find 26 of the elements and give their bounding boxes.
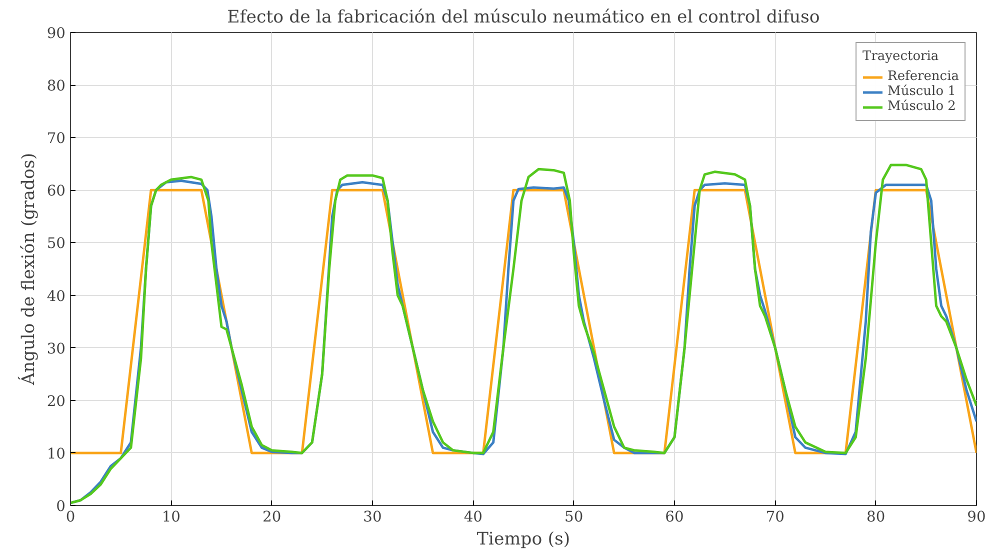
y-tick-label: 20 bbox=[46, 392, 66, 410]
legend-label: Músculo 2 bbox=[888, 99, 956, 114]
chart-title: Efecto de la fabricación del músculo neumático en el control difuso bbox=[227, 8, 820, 28]
x-tick-label: 80 bbox=[866, 508, 886, 526]
x-tick-label: 30 bbox=[363, 508, 382, 526]
y-axis-title: Ángulo de flexión (grados) bbox=[16, 152, 39, 386]
y-tick-label: 90 bbox=[46, 25, 66, 42]
x-tick-label: 20 bbox=[262, 508, 282, 526]
legend-label: Músculo 1 bbox=[888, 84, 956, 99]
x-axis-title: Tiempo (s) bbox=[476, 530, 570, 550]
y-tick-label: 60 bbox=[46, 182, 66, 200]
x-tick-label: 50 bbox=[564, 508, 584, 526]
x-tick-label: 60 bbox=[665, 508, 684, 526]
legend-title: Trayectoria bbox=[862, 49, 940, 64]
y-tick-label: 70 bbox=[46, 130, 66, 148]
x-tick-label: 10 bbox=[162, 508, 180, 526]
y-tick-label: 80 bbox=[46, 78, 66, 95]
y-tick-label: 50 bbox=[46, 235, 66, 252]
x-tick-label: 90 bbox=[967, 508, 986, 526]
legend-label: Referencia bbox=[888, 69, 959, 84]
y-tick-label: 10 bbox=[46, 445, 66, 462]
y-tick-label: 30 bbox=[46, 340, 66, 358]
y-tick-label: 40 bbox=[46, 288, 66, 305]
y-tick-label: 0 bbox=[56, 498, 66, 515]
x-tick-label: 70 bbox=[766, 508, 784, 526]
x-tick-label: 40 bbox=[464, 508, 482, 526]
